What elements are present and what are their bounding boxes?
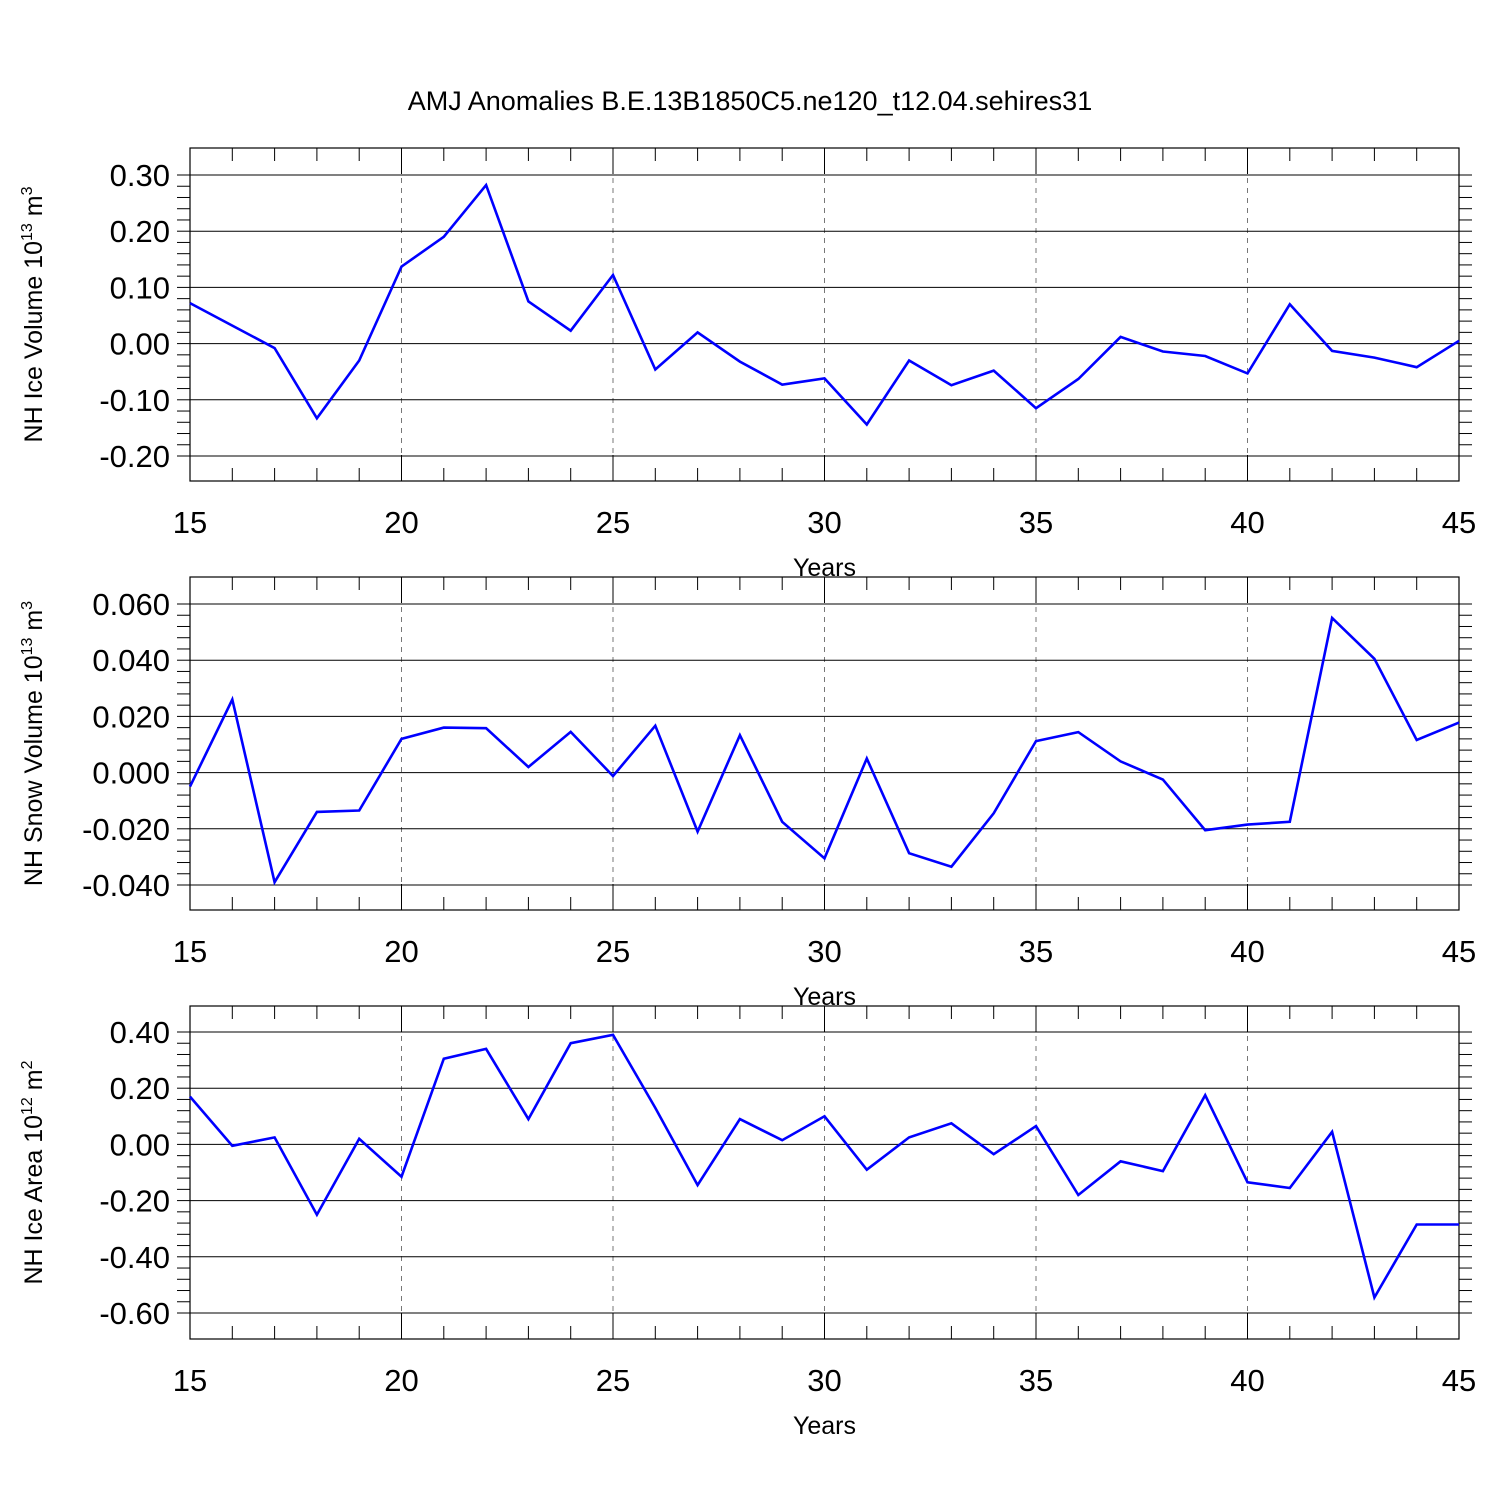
x-tick-label: 40 (1230, 505, 1264, 540)
x-tick-label: 15 (173, 1363, 207, 1398)
y-tick-label: -0.10 (99, 383, 170, 418)
x-tick-label: 35 (1019, 505, 1053, 540)
y-tick-label: -0.20 (99, 1184, 170, 1219)
x-tick-label: 20 (384, 934, 418, 969)
y-tick-label: -0.020 (82, 812, 170, 847)
x-tick-label: 25 (596, 1363, 630, 1398)
x-axis-label: Years (793, 1412, 856, 1440)
y-tick-label: 0.40 (110, 1015, 170, 1050)
x-tick-label: 20 (384, 1363, 418, 1398)
y-tick-label: -0.40 (99, 1240, 170, 1275)
x-tick-label: 40 (1230, 1363, 1264, 1398)
x-tick-label: 25 (596, 934, 630, 969)
chart-panel-1: -0.20 -0.10 0.00 0.10 0.20 0.30 15 20 25 30 35 40 45… (19, 147, 1476, 582)
series-line (189, 1033, 1459, 1301)
y-tick-label: 0.20 (110, 1071, 170, 1106)
y-tick-label: 0.20 (110, 214, 170, 249)
y-axis-label: NH Snow Volume 1013 m3 (19, 601, 48, 886)
y-tick-label: -0.20 (99, 439, 170, 474)
x-tick-label: 45 (1442, 934, 1476, 969)
y-tick-label: 0.00 (110, 327, 170, 362)
y-tick-label: 0.30 (110, 158, 170, 193)
y-tick-label: -0.60 (99, 1296, 170, 1331)
x-tick-label: 45 (1442, 1363, 1476, 1398)
y-tick-label: 0.00 (110, 1127, 170, 1162)
series-line (188, 615, 1460, 886)
x-tick-label: 20 (384, 505, 418, 540)
x-tick-label: 15 (173, 505, 207, 540)
y-tick-label: 0.10 (110, 270, 170, 305)
x-tick-label: 30 (807, 934, 841, 969)
x-tick-label: 45 (1442, 505, 1476, 540)
y-tick-label: 0.060 (92, 587, 170, 622)
y-tick-label: -0.040 (82, 868, 170, 903)
y-tick-label: 0.040 (92, 643, 170, 678)
figure-title: AMJ Anomalies B.E.13B1850C5.ne120_t12.04… (407, 86, 1093, 116)
x-tick-label: 30 (807, 505, 841, 540)
x-tick-label: 35 (1019, 934, 1053, 969)
y-axis-label: NH Ice Volume 1013 m3 (19, 186, 48, 442)
x-tick-label: 35 (1019, 1363, 1053, 1398)
x-tick-label: 30 (807, 1363, 841, 1398)
x-tick-label: 40 (1230, 934, 1264, 969)
chart-panel-3: -0.60 -0.40 -0.20 0.00 0.20 0.40 15 20 25 30 35 40 4… (19, 1005, 1476, 1440)
y-tick-label: 0.020 (92, 699, 170, 734)
x-tick-label: 25 (596, 505, 630, 540)
y-axis-label: NH Ice Area 1012 m2 (19, 1060, 48, 1284)
x-tick-label: 15 (173, 934, 207, 969)
chart-panel-2: -0.040 -0.020 0.000 0.020 0.040 0.060 15 20 25 30… (19, 576, 1476, 1011)
y-tick-label: 0.000 (92, 756, 170, 791)
series-line (189, 182, 1460, 427)
